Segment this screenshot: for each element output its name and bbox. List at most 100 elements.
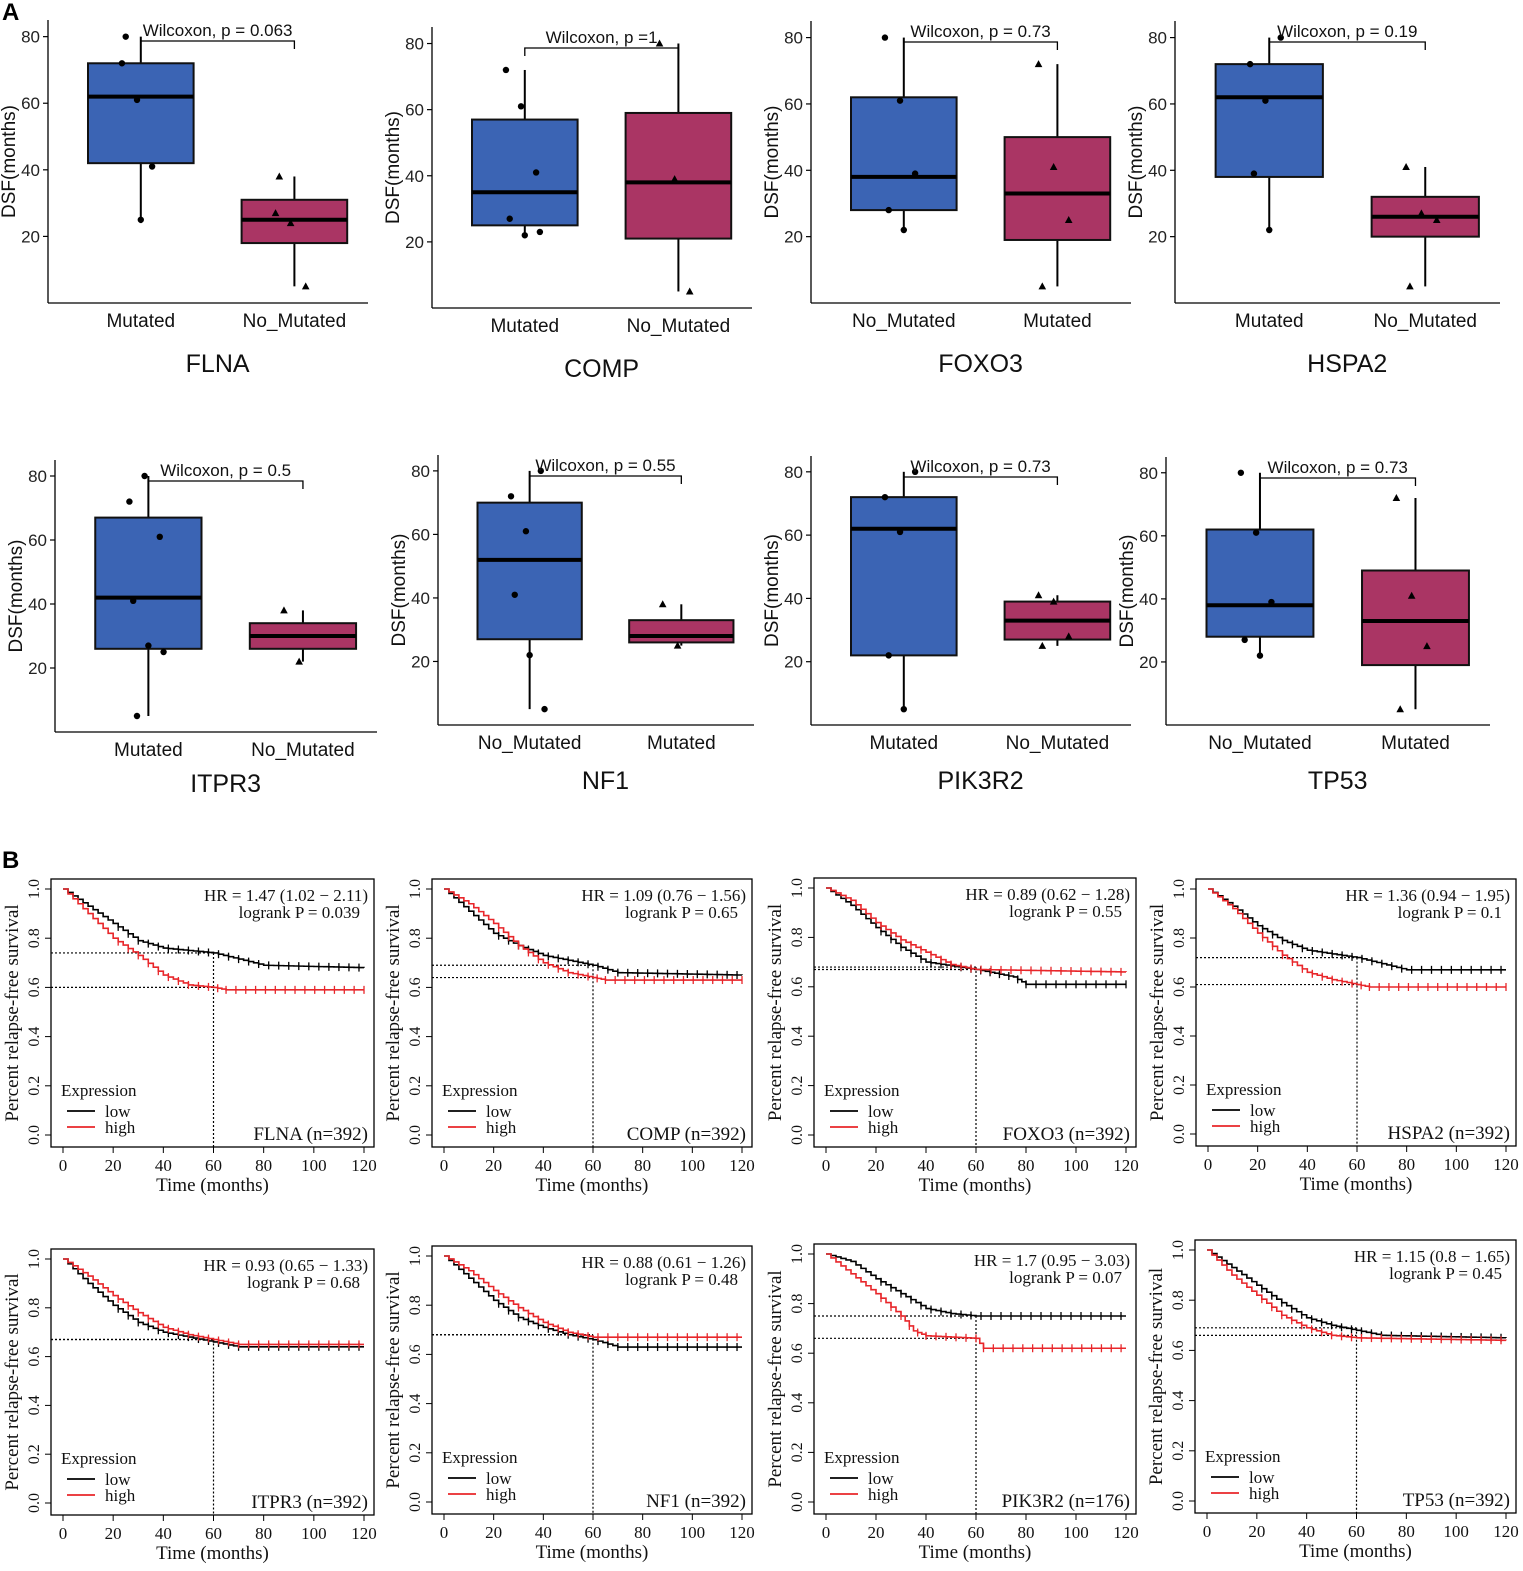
y-tick-label: 80 [784,463,803,482]
gene-title: COMP [564,355,639,383]
y-tick-label: 1.0 [26,879,43,899]
survival-curve [63,1258,364,1346]
x-tick-label: 0 [59,1156,68,1175]
y-axis-title: Percent relapse-free survival [765,1270,786,1487]
survival-curve [63,1258,364,1348]
test-label: Wilcoxon, p = 0.73 [910,22,1050,41]
data-point [537,467,545,475]
y-tick-label: 0.4 [789,1393,806,1413]
x-tick-label: 100 [680,1523,706,1542]
x-tick-label: 80 [255,1156,272,1175]
y-tick-label: 0.0 [789,1125,806,1145]
x-tick-label: 100 [680,1156,706,1175]
km-panel-flna: 0 20 40 60 80 100 120 Time (months) 0.0 0.2 0.4 0.6… [2,878,377,1196]
hazard-ratio-text: HR = 0.93 (0.65 − 1.33) [203,1256,368,1275]
gene-sample-label: HSPA2 (n=392) [1388,1123,1510,1144]
y-tick-label: 0.4 [407,1027,424,1047]
x-tick-label: Mutated [869,733,938,754]
plot-frame [50,878,375,1148]
y-tick-label: 0.0 [1171,1124,1188,1144]
x-tick-label: Mutated [106,311,175,332]
data-point [1250,170,1258,177]
box-group-mutated: Mutated [1214,34,1324,332]
y-axis-title: Percent relapse-free survival [1147,904,1168,1121]
y-tick-label: 0.6 [26,977,43,997]
test-label: Wilcoxon, p = 0.73 [910,457,1050,476]
y-tick-label: 20 [411,652,430,671]
data-point [541,705,548,713]
legend-title: Expression [442,1448,518,1467]
logrank-text: logrank P = 0.48 [625,1270,738,1289]
data-point [1268,598,1275,606]
box-group-mutated: Mutated [87,33,195,332]
km-panel-itpr3: 0 20 40 60 80 100 120 Time (months) 0.0 0.2 0.4 0.6… [2,1248,377,1564]
logrank-text: logrank P = 0.55 [1009,902,1122,921]
data-point [1034,60,1043,68]
data-point [900,226,907,234]
logrank-text: logrank P = 0.1 [1398,903,1502,922]
data-point [1423,642,1431,650]
data-point [280,606,288,614]
box-iqr [471,118,579,227]
logrank-text: logrank P = 0.45 [1389,1264,1502,1283]
x-axis-title: Time (months) [536,1175,649,1196]
x-tick-label: 0 [1204,1155,1213,1174]
data-point [118,60,126,67]
y-tick-label: 0.8 [26,928,43,948]
y-tick-label: 0.6 [1170,1340,1187,1360]
legend-label-low: low [1250,1101,1276,1120]
y-tick-label: 0.4 [789,1026,806,1046]
charts-container: 20 40 60 80 DSF(months) Mutated No_Mutated Wilc… [0,20,1519,1564]
survival-curve [826,1253,1126,1350]
data-point [517,103,525,110]
data-point [275,172,284,180]
x-tick-label: No_Mutated [627,316,731,337]
y-tick-label: 0.0 [407,1125,424,1145]
data-point [658,600,667,608]
plot-frame [431,1245,753,1515]
y-tick-label: 0.8 [789,1294,806,1314]
data-point [1246,60,1254,68]
x-tick-label: 100 [1444,1155,1470,1174]
y-axis-title: DSF(months) [762,106,783,219]
significance-bracket: Wilcoxon, p = 0.063 [140,21,296,49]
x-tick-label: 20 [485,1523,502,1542]
gene-sample-label: PIK3R2 (n=176) [1002,1491,1130,1512]
x-tick-label: 80 [1018,1523,1035,1542]
y-tick-label: 60 [1139,527,1158,546]
data-point [881,493,889,501]
y-tick-label: 0.2 [789,1442,806,1462]
x-tick-label: 0 [440,1523,449,1542]
survival-curve [444,888,742,981]
gene-title: FOXO3 [938,350,1023,378]
x-tick-label: No_Mutated [251,740,355,761]
x-tick-label: 120 [729,1523,755,1542]
y-tick-label: 20 [1148,228,1167,247]
boxplot-panel-itpr3: 20 40 60 80 DSF(months) Mutated No_Mutated Wilc… [6,460,377,798]
data-point [1237,469,1245,476]
data-point [900,705,907,713]
y-tick-label: 0.8 [26,1298,43,1318]
x-tick-label: 100 [301,1524,327,1543]
gene-title: HSPA2 [1307,350,1387,378]
data-point [148,163,156,170]
curve-high [1207,1249,1507,1345]
y-tick-label: 1.0 [1171,879,1188,899]
curve-high [826,887,1127,976]
y-tick-label: 0.2 [1171,1075,1188,1095]
x-tick-label: 40 [1299,1155,1316,1174]
data-point [1396,705,1405,713]
data-point [1241,636,1248,644]
data-point [1417,209,1426,217]
hazard-ratio-text: HR = 0.89 (0.62 − 1.28) [965,885,1130,904]
legend-label-high: high [105,1486,136,1505]
x-tick-label: 120 [351,1156,377,1175]
y-tick-label: 0.0 [26,1125,43,1145]
box-group-no-mutated: No_Mutated [1370,162,1480,332]
significance-bracket: Wilcoxon, p = 0.73 [903,22,1059,50]
hazard-ratio-text: HR = 1.36 (0.94 − 1.95) [1345,886,1510,905]
legend-title: Expression [61,1449,137,1468]
x-tick-label: No_Mutated [478,733,582,754]
